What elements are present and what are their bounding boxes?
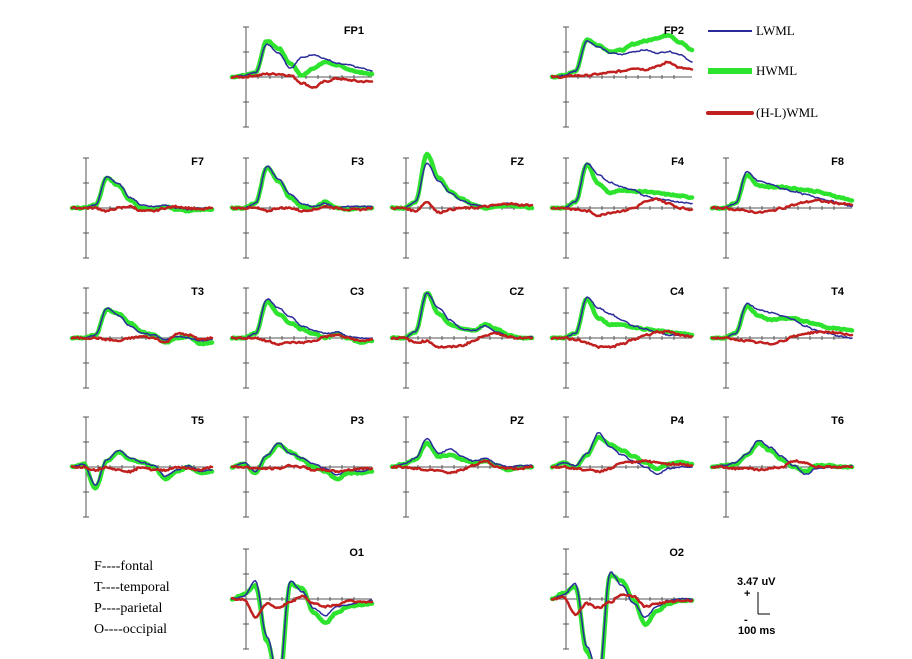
channel-panel-fz: FZ — [389, 151, 535, 259]
legend-label-lwml: LWML — [756, 23, 795, 38]
trace-f4-lwml — [551, 162, 693, 210]
trace-f7-lwml — [71, 175, 213, 211]
trace-c4-diff — [550, 329, 694, 349]
trace-p4-diff — [550, 459, 694, 474]
channel-panel-o1: O1 — [229, 547, 375, 659]
channel-label-t3: T3 — [191, 286, 204, 298]
trace-f8-hwml — [709, 172, 855, 211]
region-key-frontal: F----fontal — [94, 559, 153, 574]
trace-f3-diff — [230, 205, 374, 213]
channel-panel-c3: C3 — [229, 286, 375, 389]
trace-f7-hwml — [69, 175, 215, 214]
scale-time-label: 100 ms — [738, 625, 775, 637]
channel-label-fp1: FP1 — [344, 25, 364, 37]
region-key-occipital: O----occipial — [94, 622, 167, 637]
trace-f3-lwml — [231, 165, 373, 210]
scale-amplitude-label: 3.47 uV — [737, 576, 776, 588]
channel-label-p4: P4 — [671, 415, 685, 427]
trace-fp2-diff — [550, 60, 694, 80]
channel-label-pz: PZ — [510, 415, 524, 427]
trace-o2-lwml — [551, 571, 693, 659]
trace-t4-diff — [710, 330, 854, 346]
legend: LWML HWML (H-L)WML — [706, 23, 818, 120]
channel-panel-fp1: FP1 — [229, 25, 375, 128]
channel-panel-pz: PZ — [389, 415, 535, 518]
region-key-parietal: P----parietal — [94, 601, 163, 616]
trace-fz-diff — [390, 201, 534, 215]
channel-panel-p4: P4 — [549, 415, 695, 518]
trace-fp2-lwml — [551, 39, 693, 78]
channel-label-t5: T5 — [191, 415, 204, 427]
channel-label-c3: C3 — [350, 286, 364, 298]
scale-minus-label: - — [744, 614, 748, 626]
trace-o1-diff — [230, 594, 374, 619]
trace-t6-diff — [710, 459, 854, 472]
trace-pz-diff — [390, 459, 534, 475]
trace-o1-lwml — [231, 579, 373, 659]
channel-label-t6: T6 — [831, 415, 844, 427]
channel-label-p3: P3 — [351, 415, 364, 427]
trace-o2-diff — [550, 593, 694, 617]
trace-t5-lwml — [71, 449, 213, 486]
trace-pz-hwml — [389, 440, 535, 473]
trace-f7-diff — [70, 204, 214, 213]
channel-panel-fp2: FP2 — [549, 25, 695, 128]
channel-panel-f4: F4 — [549, 156, 695, 259]
trace-c4-lwml — [551, 296, 693, 340]
channel-panel-o2: O2 — [549, 547, 695, 659]
trace-c3-diff — [230, 333, 374, 347]
trace-t4-lwml — [711, 302, 853, 340]
trace-t3-diff — [70, 331, 214, 344]
channel-panel-t6: T6 — [709, 415, 855, 518]
trace-p4-lwml — [551, 431, 693, 476]
trace-f8-diff — [710, 198, 854, 215]
channel-label-o1: O1 — [349, 547, 364, 559]
region-key: F----fontal T----temporal P----parietal … — [94, 559, 170, 637]
legend-label-hwml: HWML — [756, 63, 797, 78]
channel-label-f8: F8 — [831, 156, 844, 168]
trace-cz-diff — [390, 331, 534, 349]
channel-panel-f7: F7 — [69, 156, 215, 259]
trace-t5-diff — [70, 465, 214, 474]
channel-panel-t5: T5 — [69, 415, 215, 518]
channel-label-fz: FZ — [511, 156, 525, 168]
trace-pz-lwml — [391, 437, 533, 469]
channel-label-t4: T4 — [831, 286, 845, 298]
channel-panel-t4: T4 — [709, 286, 855, 389]
channel-panel-c4: C4 — [549, 286, 695, 389]
channel-label-fp2: FP2 — [664, 25, 684, 37]
scale-plus-label: + — [744, 588, 750, 600]
scale-bar: 3.47 uV + - 100 ms — [737, 576, 776, 637]
channel-label-o2: O2 — [669, 547, 684, 559]
trace-o2-hwml — [549, 572, 695, 659]
trace-t3-lwml — [71, 307, 213, 342]
channel-panel-cz: CZ — [389, 286, 535, 389]
region-key-temporal: T----temporal — [94, 580, 170, 595]
channel-panel-p3: P3 — [229, 415, 375, 518]
channel-label-f4: F4 — [671, 156, 685, 168]
channel-label-c4: C4 — [670, 286, 685, 298]
trace-fp1-diff — [230, 72, 374, 90]
trace-cz-lwml — [391, 292, 533, 340]
trace-o1-hwml — [229, 581, 375, 659]
trace-fp1-lwml — [231, 43, 373, 78]
trace-f4-diff — [550, 197, 694, 218]
channel-label-cz: CZ — [509, 286, 524, 298]
channel-label-f3: F3 — [351, 156, 364, 168]
channel-label-f7: F7 — [191, 156, 204, 168]
channel-panel-t3: T3 — [69, 286, 215, 389]
trace-p3-hwml — [229, 442, 375, 482]
trace-fp1-hwml — [229, 39, 375, 80]
channel-panels: FP1 FP2 F7 F3 FZ F4 F8 T3 C3 CZ C4 T4 T5 P3 PZ P4 T6 O1 O2 — [69, 25, 855, 659]
legend-label-diff: (H-L)WML — [756, 105, 818, 120]
channel-panel-f3: F3 — [229, 156, 375, 259]
channel-panel-f8: F8 — [709, 156, 855, 259]
trace-p3-diff — [230, 463, 374, 474]
